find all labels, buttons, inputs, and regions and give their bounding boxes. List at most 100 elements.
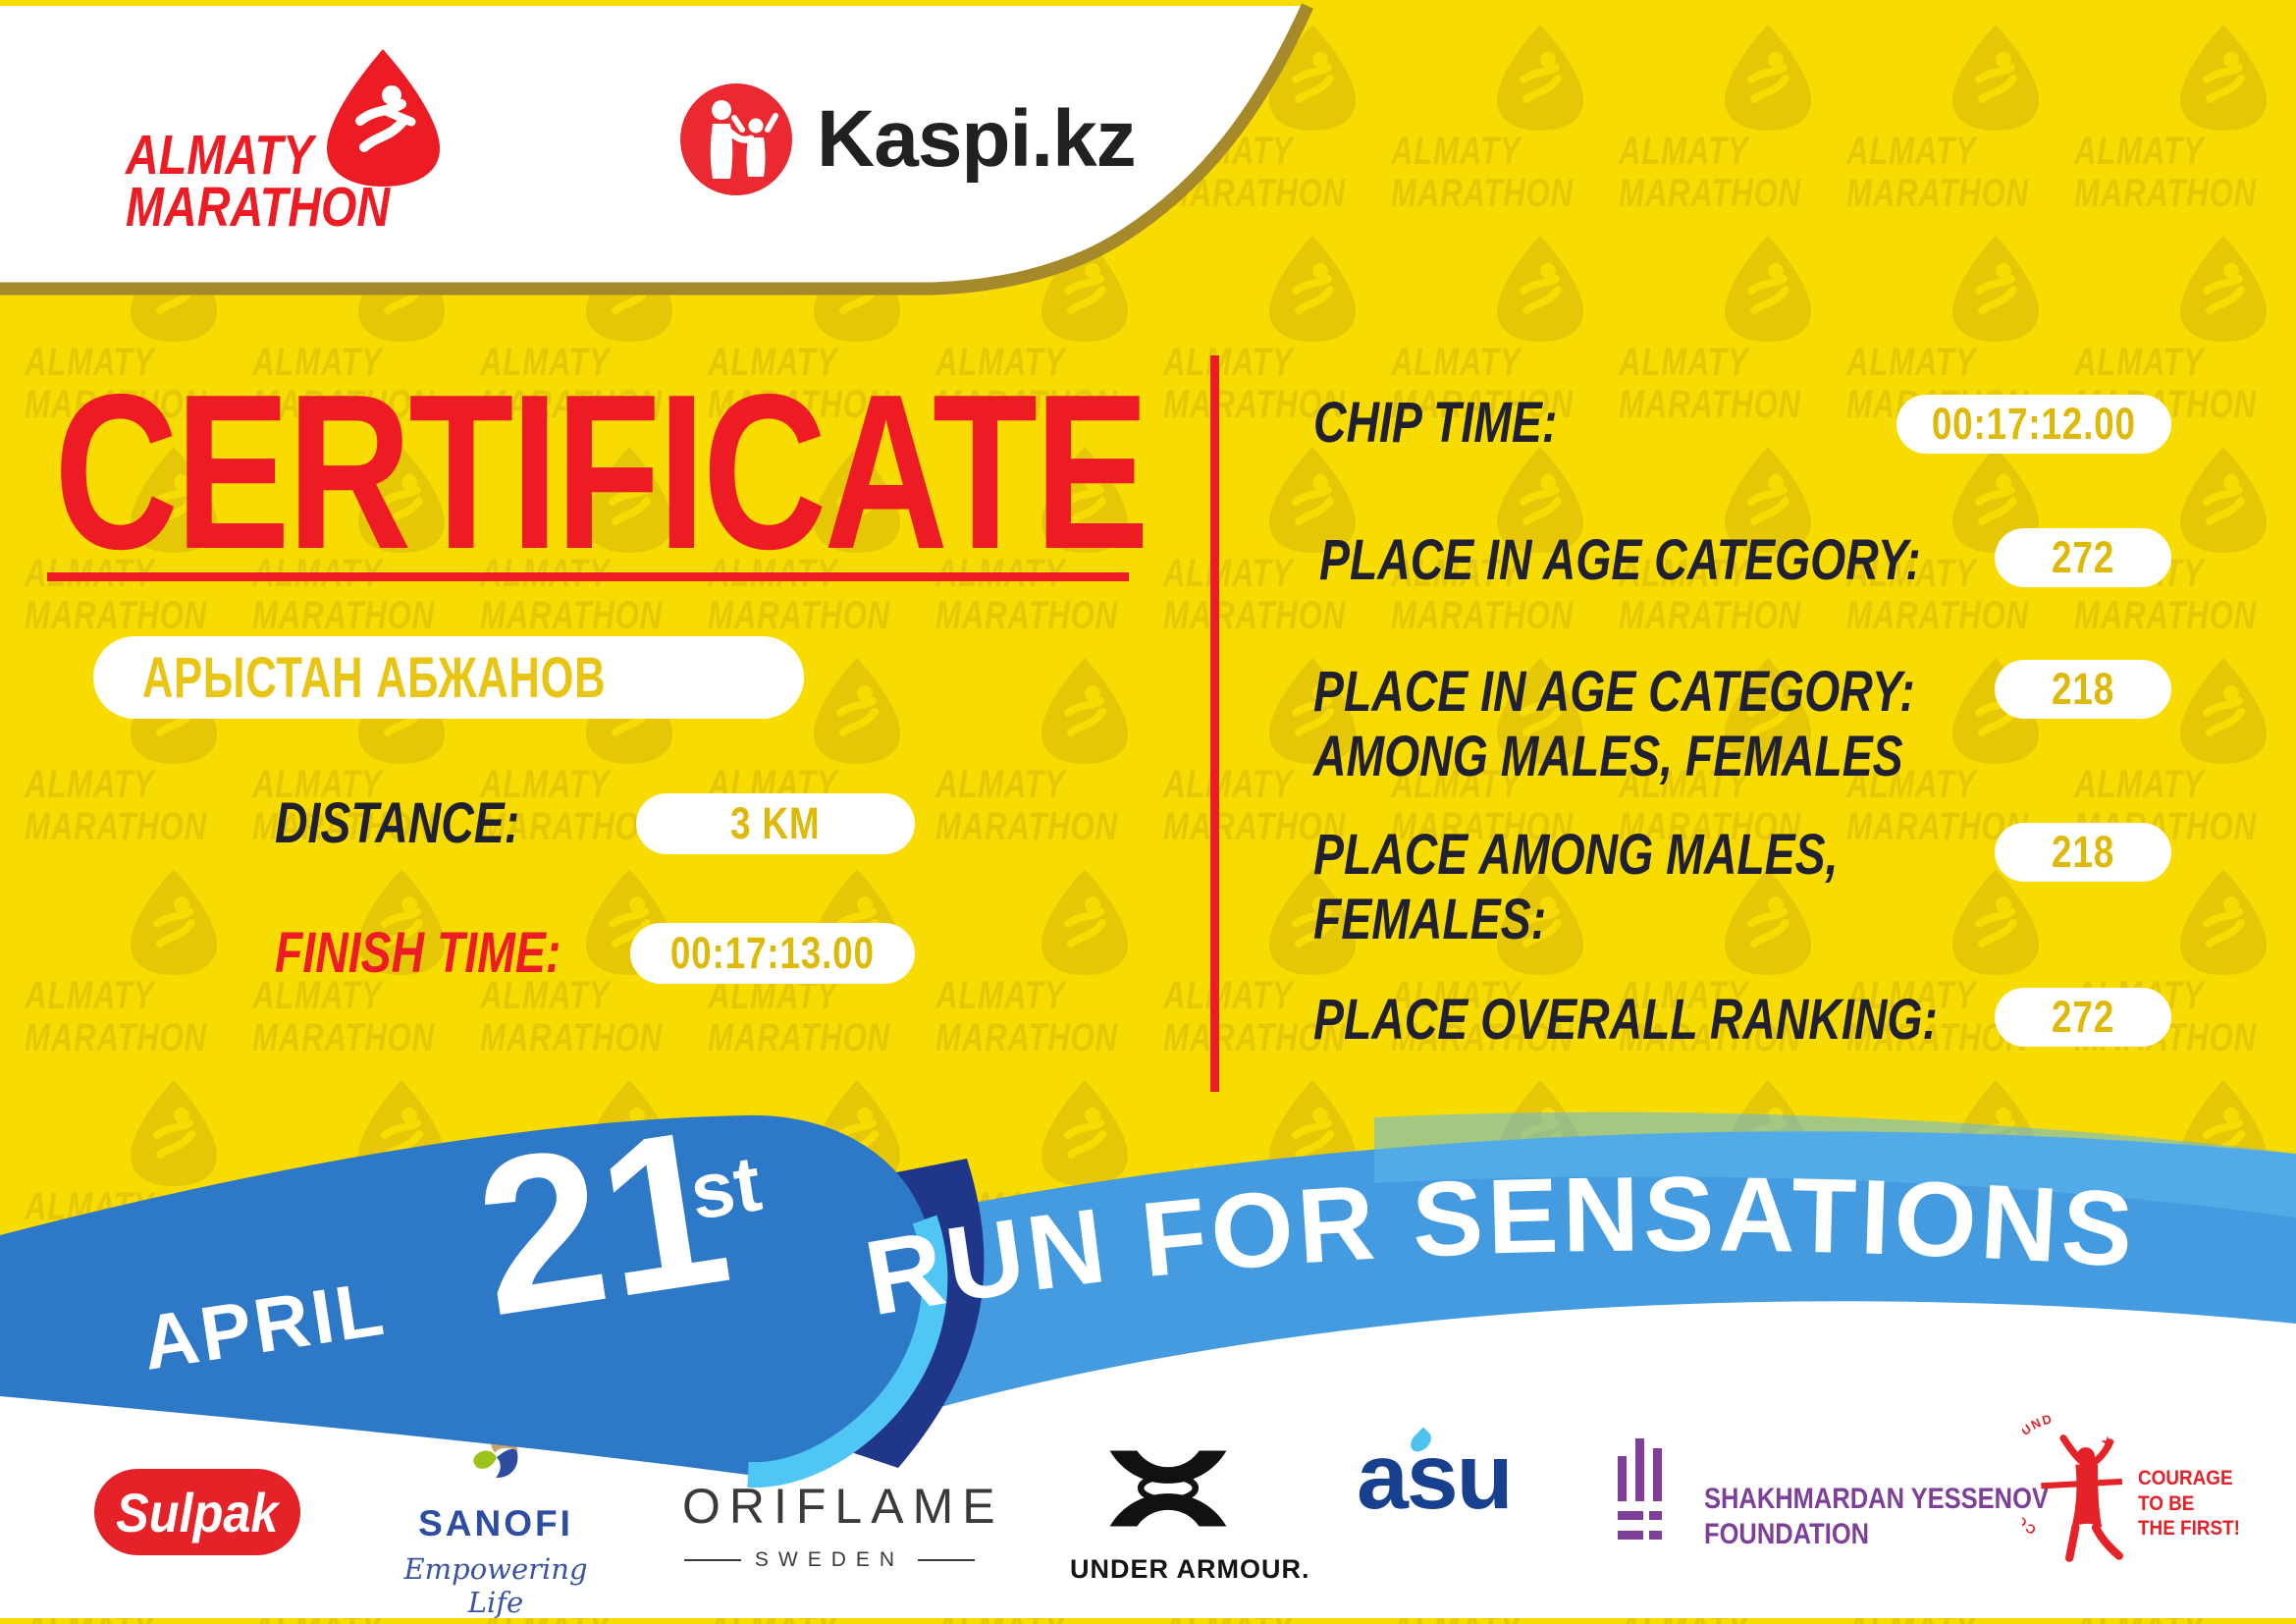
watermark-text: ALMATY MARATHON [935,552,1118,637]
watermark-tile: ALMATY MARATHON [1846,236,2072,432]
watermark-line2: MARATHON [1846,172,2029,216]
watermark-tile: ALMATY MARATHON [252,0,478,10]
oriflame-dash-left [683,1559,741,1561]
under-armour-wordmark: UNDER ARMOUR. [1070,1554,1310,1584]
watermark-line2: MARATHON [1391,172,1574,216]
almaty-drop-watermark-icon [131,1080,217,1186]
ribbon-right-band [834,1131,2296,1438]
watermark-tile: ALMATY MARATHON [1163,0,1389,10]
watermark-text: ALMATY MARATHON [25,341,207,426]
watermark-line1: ALMATY [252,341,383,384]
finish-time-value: 00:17:13.00 [669,928,876,978]
place-gender-label-line1: PLACE AMONG MALES, [1313,823,1839,887]
watermark-text: ALMATY MARATHON [1391,0,1574,4]
watermark-tile: ALMATY MARATHON [1846,869,2072,1065]
watermark-text: ALMATY MARATHON [252,552,435,637]
watermark-line1: ALMATY [1391,130,1522,173]
watermark-line2: MARATHON [935,1016,1118,1060]
watermark-line2: MARATHON [252,805,435,849]
watermark-line1: ALMATY [480,974,611,1017]
watermark-line1: ALMATY [935,974,1066,1017]
almaty-drop-watermark-icon [586,447,672,553]
watermark-text: ALMATY MARATHON [1391,341,1574,426]
ribbon-day-suffix: st [684,1139,767,1236]
watermark-line1: ALMATY [1846,341,1977,384]
watermark-line2: MARATHON [1163,594,1346,638]
watermark-line2: MARATHON [25,594,207,638]
watermark-text: ALMATY MARATHON [1391,130,1574,216]
courage-line2: TO BE [2138,1491,2195,1515]
distance-value: 3 KM [730,798,821,848]
almaty-drop-watermark-icon [2180,658,2267,764]
watermark-line1: ALMATY [480,763,611,806]
watermark-tile: ALMATY MARATHON [252,447,478,643]
watermark-line1: ALMATY [1619,974,1749,1017]
watermark-text: ALMATY MARATHON [1619,552,1801,637]
watermark-line1: ALMATY [1846,130,1977,173]
watermark-text: ALMATY MARATHON [1391,763,1574,848]
watermark-tile: ALMATY MARATHON [480,0,706,10]
watermark-text: ALMATY MARATHON [1619,763,1801,848]
distance-value-pill: 3 KM [636,793,915,854]
watermark-text: ALMATY MARATHON [25,763,207,848]
watermark-line1: ALMATY [1163,763,1294,806]
title-underline [47,572,1129,581]
watermark-tile: ALMATY MARATHON [2074,25,2296,221]
watermark-text: ALMATY MARATHON [480,341,663,426]
watermark-text: ALMATY MARATHON [935,0,1118,4]
watermark-line1: ALMATY [1619,341,1749,384]
runner-name-field: АРЫСТАН АБЖАНОВ [93,636,804,719]
watermark-line2: MARATHON [1163,805,1346,849]
watermark-line1: ALMATY [1391,552,1522,595]
ribbon-left-band [0,1114,935,1476]
sponsor-sanofi: SANOFI Empowering Life [393,1432,599,1619]
watermark-line1: ALMATY [1846,763,1977,806]
watermark-line1: ALMATY [935,763,1066,806]
watermark-line2: MARATHON [2074,594,2257,638]
almaty-drop-watermark-icon [1725,658,1811,764]
watermark-tile: ALMATY MARATHON [1619,0,1844,10]
almaty-drop-watermark-icon [1269,236,1356,342]
watermark-tile: ALMATY MARATHON [1619,869,1844,1065]
watermark-line1: ALMATY [1846,552,1977,595]
watermark-tile: ALMATY MARATHON [1846,447,2072,643]
watermark-line1: ALMATY [480,341,611,384]
place-overall-label: PLACE OVERALL RANKING: [1313,988,1938,1052]
watermark-text: ALMATY MARATHON [708,0,890,4]
kaspi-icon [680,83,792,195]
watermark-text: ALMATY MARATHON [1163,974,1346,1059]
watermark-line2: MARATHON [2074,0,2257,4]
finish-time-value-pill: 00:17:13.00 [630,923,915,984]
watermark-line2: MARATHON [1391,0,1574,4]
watermark-line1: ALMATY [1163,552,1294,595]
place-age-gender-label-line2: AMONG MALES, FEMALES [1313,725,1903,788]
watermark-text: ALMATY MARATHON [935,341,1118,426]
watermark-line2: MARATHON [708,594,890,638]
watermark-text: ALMATY MARATHON [935,763,1118,848]
watermark-text: ALMATY MARATHON [2074,130,2257,215]
yessenov-line2: FOUNDATION [1704,1518,1870,1550]
almaty-drop-watermark-icon [1497,25,1583,131]
watermark-tile: ALMATY MARATHON [1391,869,1617,1065]
watermark-line2: MARATHON [1619,0,1801,4]
watermark-tile: ALMATY MARATHON [1619,658,1844,854]
event-ribbon: APRIL 21 st RUN FOR SENSATIONS [0,1081,2296,1489]
place-age-gender-label-line1: PLACE IN AGE CATEGORY: [1313,660,1915,724]
watermark-line1: ALMATY [252,763,383,806]
watermark-line1: ALMATY [1619,130,1749,173]
almaty-drop-watermark-icon [2180,236,2267,342]
watermark-line2: MARATHON [252,383,435,427]
almaty-drop-watermark-icon [1497,447,1583,553]
courage-runner-icon: CORPORATE FUND ★ [1995,1411,2123,1562]
watermark-line2: MARATHON [935,0,1118,4]
watermark-line2: MARATHON [1846,0,2029,4]
watermark-tile: ALMATY MARATHON [25,869,250,1065]
watermark-tile: ALMATY MARATHON [1163,447,1389,643]
almaty-drop-watermark-icon [131,447,217,553]
watermark-line2: MARATHON [1619,383,1801,427]
watermark-line1: ALMATY [935,341,1066,384]
watermark-line1: ALMATY [708,341,838,384]
sponsor-oriflame: ORIFLAME SWEDEN [682,1478,995,1572]
almaty-drop-watermark-icon [1041,1080,1128,1186]
